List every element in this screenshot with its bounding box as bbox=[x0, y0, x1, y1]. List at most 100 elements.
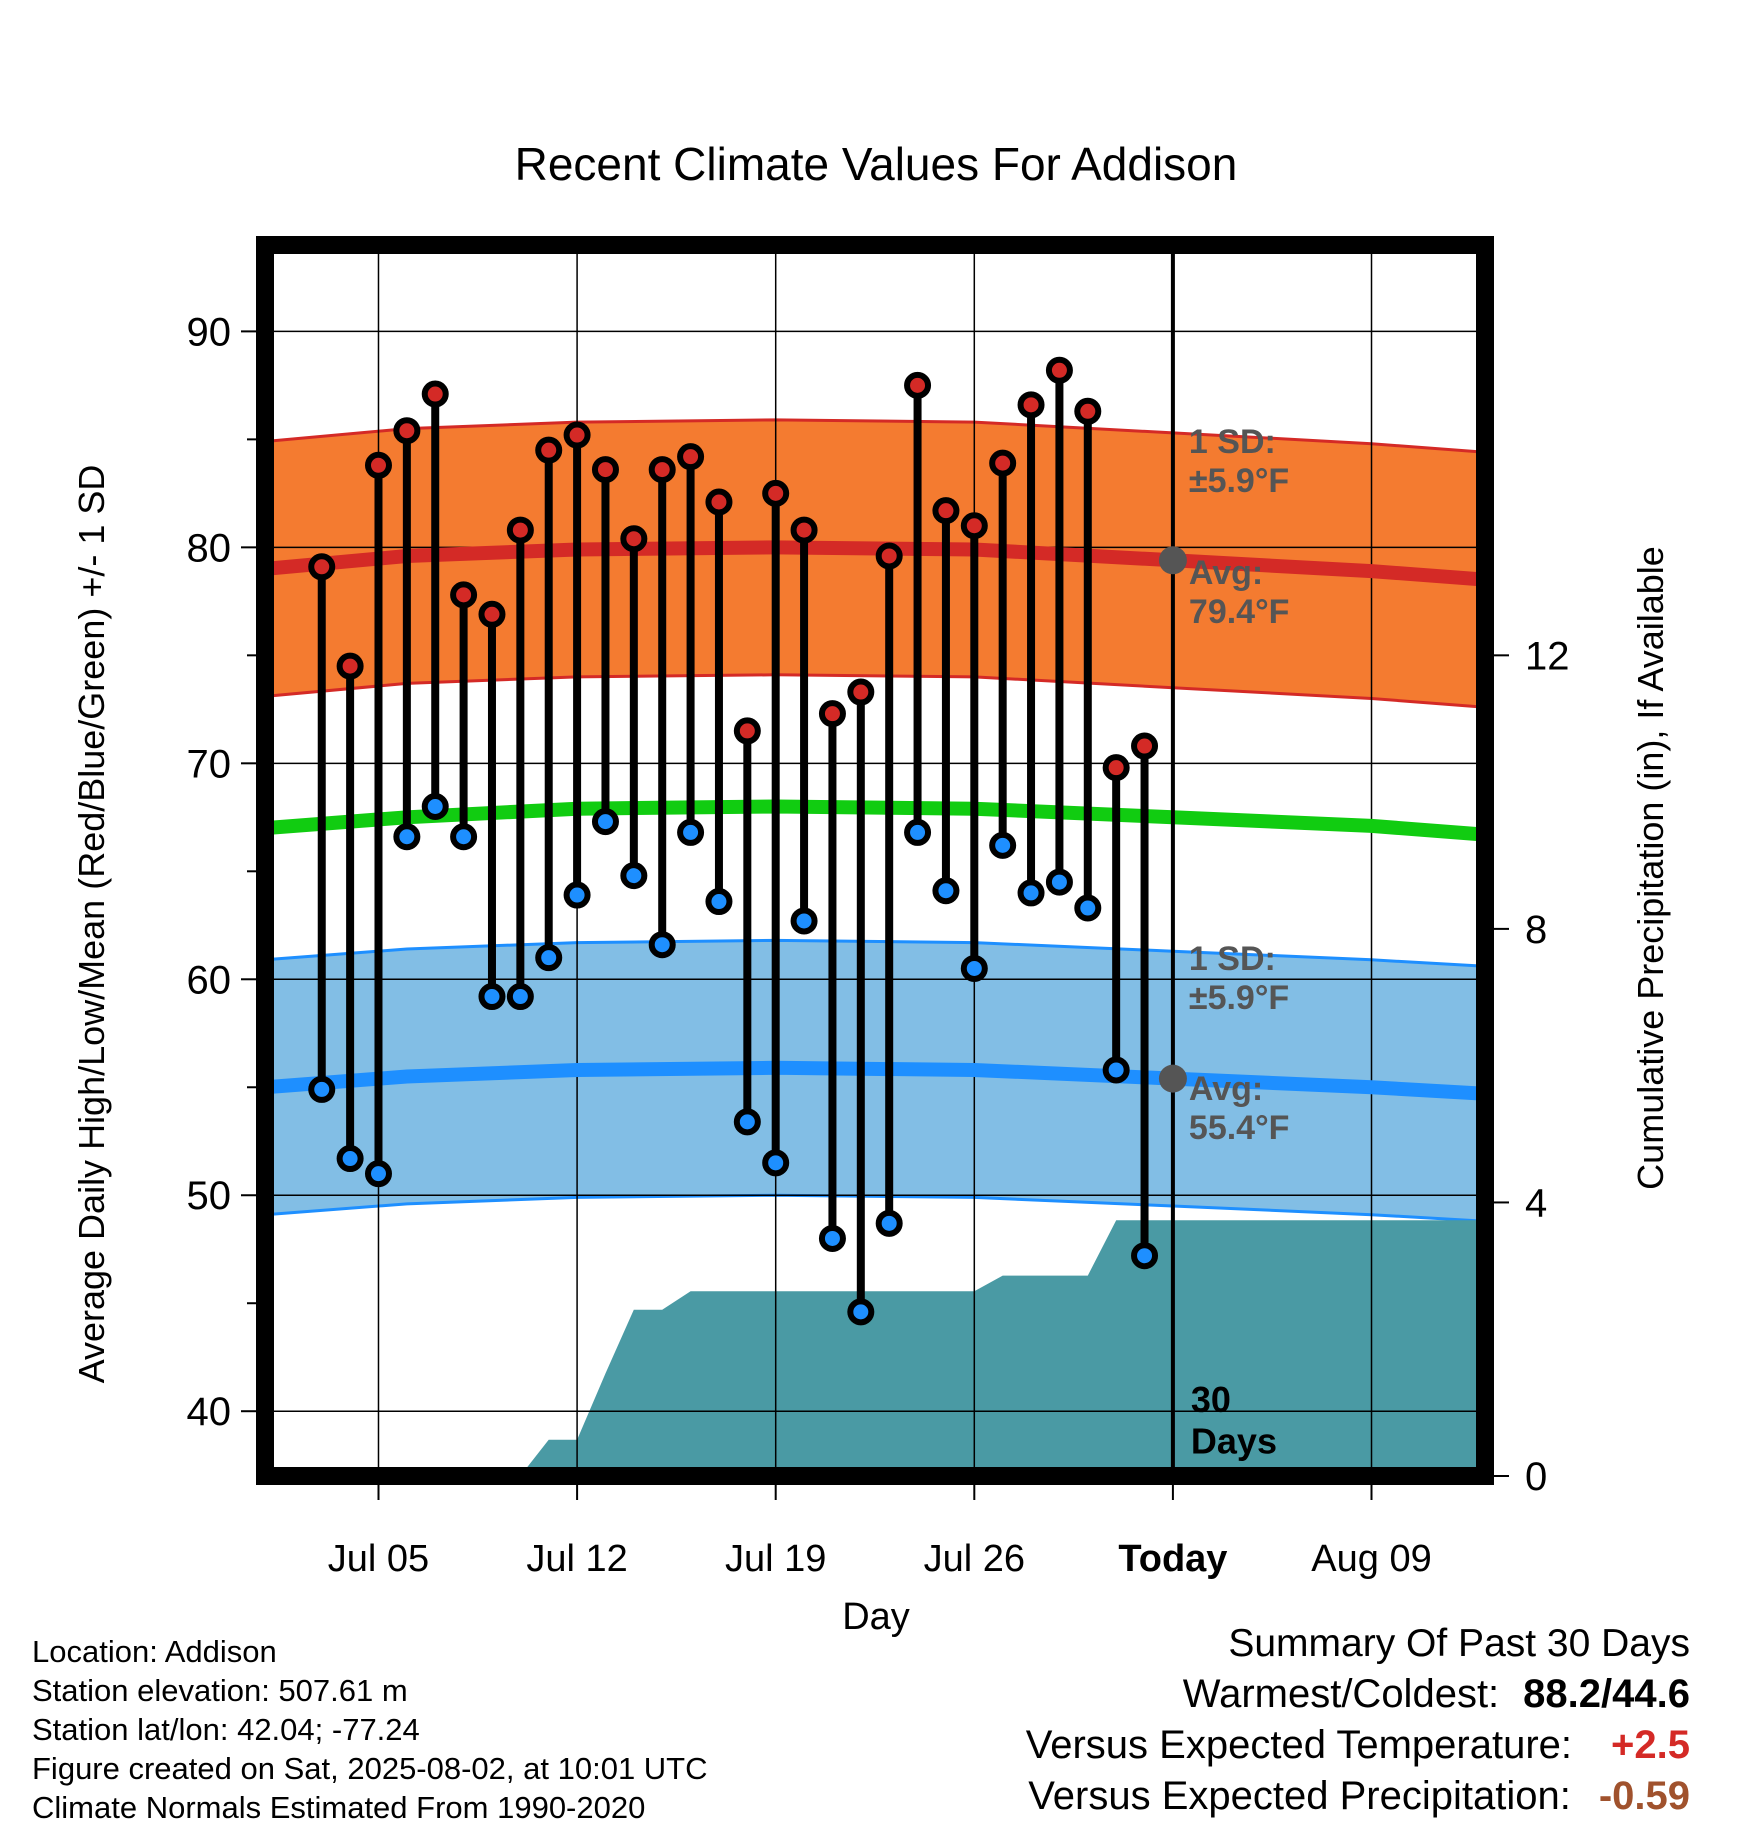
daily-high-point bbox=[705, 488, 733, 516]
summary-panel: Summary Of Past 30 Days Warmest/Coldest:… bbox=[1026, 1622, 1690, 1825]
daily-high-point bbox=[1102, 754, 1130, 782]
daily-low-point bbox=[847, 1298, 875, 1326]
daily-low-point bbox=[591, 808, 619, 836]
daily-low-point bbox=[932, 877, 960, 905]
daily-high-point bbox=[790, 516, 818, 544]
y-tick-label: 60 bbox=[187, 958, 232, 1002]
chart-title: Recent Climate Values For Addison bbox=[515, 138, 1238, 190]
daily-high-point bbox=[336, 652, 364, 680]
daily-low-point bbox=[705, 888, 733, 916]
normal-low-line bbox=[265, 1060, 1485, 1101]
daily-low-point bbox=[450, 823, 478, 851]
x-axis-label: Day bbox=[842, 1596, 910, 1638]
daily-high-point bbox=[1131, 732, 1159, 760]
high-sd-band bbox=[265, 419, 1485, 708]
normals-text: Climate Normals Estimated From 1990-2020 bbox=[32, 1790, 646, 1825]
daily-low-point bbox=[1074, 894, 1102, 922]
latlon-text: Station lat/lon: 42.04; -77.24 bbox=[32, 1712, 420, 1747]
daily-high-point bbox=[762, 479, 790, 507]
daily-low-point bbox=[790, 907, 818, 935]
x-tick-label: Jul 05 bbox=[328, 1538, 429, 1580]
today-low-marker bbox=[1158, 1064, 1187, 1093]
daily-high-point bbox=[677, 443, 705, 471]
daily-low-point bbox=[364, 1160, 392, 1188]
daily-high-point bbox=[506, 516, 534, 544]
high-sd-annotation: 1 SD: ±5.9°F bbox=[1189, 423, 1289, 500]
daily-high-point bbox=[364, 451, 392, 479]
daily-high-point bbox=[421, 380, 449, 408]
low-sd-annotation: 1 SD: ±5.9°F bbox=[1189, 940, 1289, 1017]
daily-low-point bbox=[1045, 868, 1073, 896]
daily-high-point bbox=[904, 371, 932, 399]
daily-low-point bbox=[762, 1149, 790, 1177]
precip-anomaly-value: -0.59 bbox=[1598, 1774, 1690, 1818]
daily-low-point bbox=[393, 823, 421, 851]
x-tick-label: Jul 26 bbox=[924, 1538, 1025, 1580]
summary-heading: Summary Of Past 30 Days bbox=[1228, 1622, 1690, 1665]
daily-low-point bbox=[1102, 1056, 1130, 1084]
daily-high-point bbox=[733, 717, 761, 745]
daily-low-point bbox=[648, 931, 676, 959]
x-tick-label: Jul 19 bbox=[725, 1538, 826, 1580]
daily-high-point bbox=[450, 581, 478, 609]
daily-high-point bbox=[960, 512, 988, 540]
x-tick-label: Aug 09 bbox=[1311, 1538, 1431, 1580]
daily-low-point bbox=[818, 1224, 846, 1252]
daily-high-point bbox=[847, 678, 875, 706]
daily-low-point bbox=[478, 983, 506, 1011]
daily-high-point bbox=[1045, 356, 1073, 384]
y2-axis-label: Cumulative Precipitation (in), If Availa… bbox=[1630, 546, 1671, 1190]
daily-high-point bbox=[478, 600, 506, 628]
plot-area: 1 SD: ±5.9°F Avg: 79.4°F 1 SD: ±5.9°F Avg: 55.4… bbox=[187, 236, 1570, 1580]
low-sd-band bbox=[265, 940, 1485, 1222]
y-tick-label: 90 bbox=[187, 310, 232, 354]
daily-low-point bbox=[421, 793, 449, 821]
daily-high-point bbox=[563, 421, 591, 449]
y-tick-label: 50 bbox=[187, 1174, 232, 1218]
daily-low-point bbox=[1017, 879, 1045, 907]
period-days-label: 30 Days bbox=[1191, 1379, 1277, 1461]
high-avg-annotation: Avg: 79.4°F bbox=[1189, 554, 1290, 631]
station-info: Location: Addison Station elevation: 507… bbox=[32, 1632, 708, 1827]
y2-tick-label: 12 bbox=[1525, 634, 1570, 678]
daily-low-point bbox=[563, 881, 591, 909]
daily-low-point bbox=[904, 818, 932, 846]
low-band-upper-edge bbox=[265, 938, 1485, 968]
daily-low-point bbox=[1131, 1242, 1159, 1270]
y-tick-label: 70 bbox=[187, 742, 232, 786]
daily-high-point bbox=[932, 497, 960, 525]
low-band-lower-edge bbox=[265, 1193, 1485, 1223]
daily-low-point bbox=[875, 1209, 903, 1237]
daily-high-point bbox=[393, 417, 421, 445]
y-axis-label: Average Daily High/Low/Mean (Red/Blue/Gr… bbox=[71, 465, 112, 1384]
precip-area bbox=[265, 1220, 1485, 1476]
y2-tick-label: 4 bbox=[1525, 1181, 1547, 1225]
location-text: Location: Addison bbox=[32, 1634, 277, 1669]
daily-low-point bbox=[535, 944, 563, 972]
daily-low-point bbox=[336, 1145, 364, 1173]
precip-anomaly-label: Versus Expected Precipitation: bbox=[1028, 1774, 1571, 1818]
daily-low-point bbox=[960, 954, 988, 982]
plot-inner bbox=[265, 245, 1485, 1476]
daily-high-point bbox=[989, 449, 1017, 477]
daily-high-point bbox=[648, 456, 676, 484]
daily-low-point bbox=[733, 1108, 761, 1136]
warm-cold-value: 88.2/44.6 bbox=[1523, 1672, 1690, 1716]
temp-anomaly-label: Versus Expected Temperature: bbox=[1025, 1723, 1572, 1767]
daily-high-point bbox=[308, 553, 336, 581]
y2-tick-label: 8 bbox=[1525, 908, 1547, 952]
x-tick-label: Jul 12 bbox=[526, 1538, 627, 1580]
elevation-text: Station elevation: 507.61 m bbox=[32, 1673, 408, 1708]
today-high-marker bbox=[1158, 546, 1187, 575]
daily-low-point bbox=[620, 862, 648, 890]
daily-high-point bbox=[535, 436, 563, 464]
x-tick-label: Today bbox=[1118, 1538, 1227, 1580]
created-text: Figure created on Sat, 2025-08-02, at 10… bbox=[32, 1751, 708, 1786]
daily-low-point bbox=[677, 818, 705, 846]
plot-frame bbox=[256, 236, 1494, 1485]
daily-high-point bbox=[620, 525, 648, 553]
daily-high-point bbox=[591, 456, 619, 484]
daily-high-point bbox=[875, 542, 903, 570]
warm-cold-label: Warmest/Coldest: bbox=[1182, 1672, 1500, 1716]
y-tick-label: 40 bbox=[187, 1390, 232, 1434]
